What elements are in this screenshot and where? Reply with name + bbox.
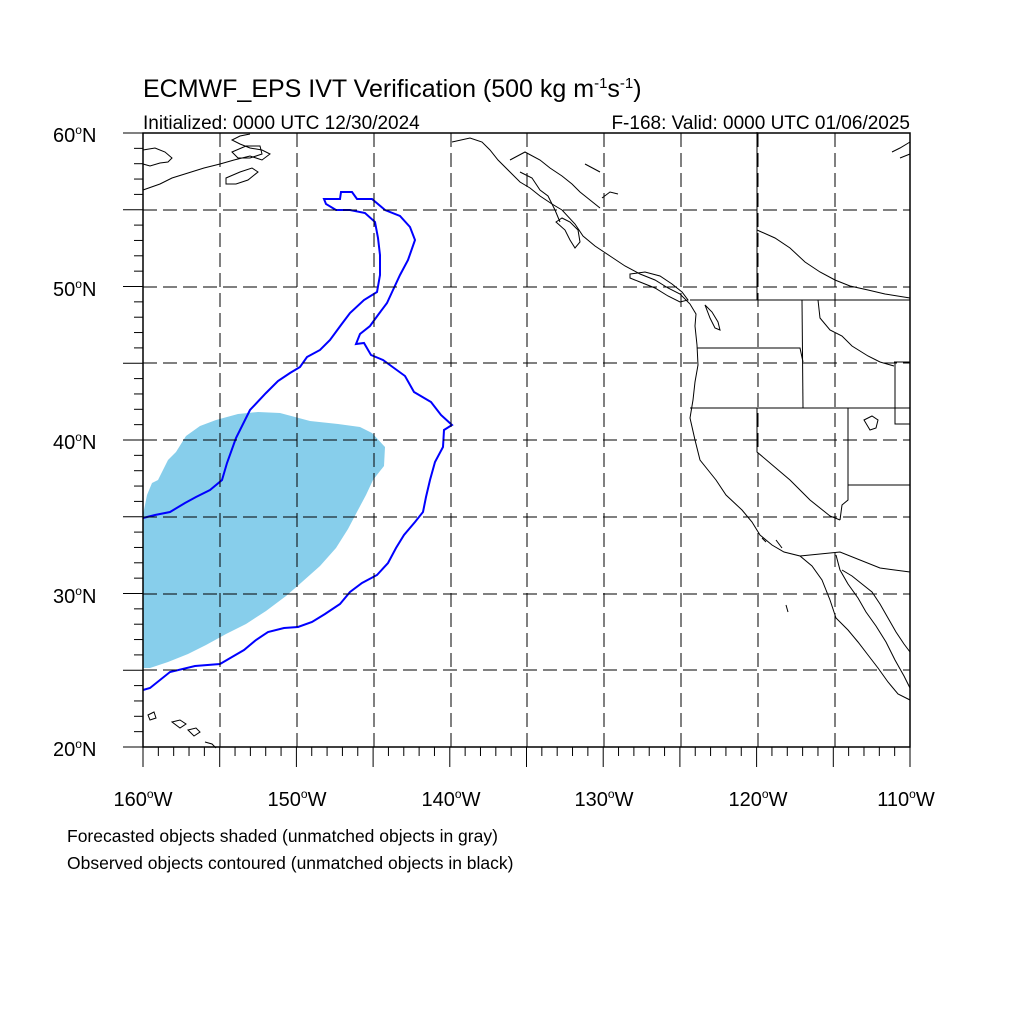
lat-label-60: 60oN [53,123,96,147]
lat-label-30: 30oN [53,584,96,608]
coastlines-and-borders [142,132,911,749]
lat-label-50: 50oN [53,277,96,301]
lon-label-140: 140oW [422,787,481,811]
lon-label-150: 150oW [268,787,327,811]
valid-time-subtitle: F-168: Valid: 0000 UTC 01/06/2025 [611,113,910,134]
lat-lon-grid [143,133,910,747]
forecast-object-shading [143,412,385,668]
map-title: ECMWF_EPS IVT Verification (500 kg m-1s-… [143,75,642,103]
lon-label-160: 160oW [114,787,173,811]
observed-object-contour [142,191,454,691]
lon-label-110: 110oW [877,787,935,811]
alaska-coastline [142,133,271,191]
longitude-labels: 160oW 150oW 140oW 130oW 120oW 110oW [114,787,935,811]
lon-label-120: 120oW [729,787,788,811]
baja-california-coastline [835,554,911,689]
init-time-subtitle: Initialized: 0000 UTC 12/30/2024 [143,113,420,134]
latitude-labels: 60oN 50oN 40oN 30oN 20oN [53,123,96,761]
lon-label-130: 130oW [575,787,634,811]
forecast-legend-note: Forecasted objects shaded (unmatched obj… [67,826,498,846]
observed-legend-note: Observed objects contoured (unmatched ob… [67,853,514,873]
north-america-coastline [451,137,911,701]
lat-label-40: 40oN [53,430,96,454]
axis-ticks [123,132,911,767]
lat-label-20: 20oN [53,737,96,761]
us-mexico-border [799,551,911,573]
state-borders [697,347,804,363]
hawaii-islands [147,711,157,721]
